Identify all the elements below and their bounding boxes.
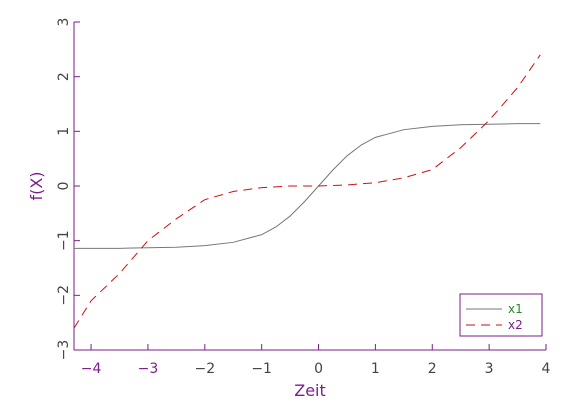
y-tick-label: 3 — [56, 18, 72, 27]
x-tick-label: 1 — [371, 361, 380, 377]
legend-label-x2: x2 — [508, 318, 523, 332]
x-tick-label: 4 — [542, 361, 551, 377]
series-line-x2 — [73, 54, 541, 329]
x-tick-label: 3 — [485, 361, 494, 377]
y-tick-label: 1 — [56, 127, 72, 136]
x-tick-label: 0 — [314, 361, 323, 377]
y-axis-title: f(X) — [27, 171, 46, 200]
y-axis: −3 −2 −1 0 1 2 3 — [56, 18, 80, 361]
x-axis: −4 −3 −2 −1 0 1 2 3 4 — [81, 344, 551, 377]
y-tick-label: 0 — [56, 182, 72, 191]
x-tick-label: −4 — [81, 361, 102, 377]
x-tick-label: −3 — [138, 361, 159, 377]
legend-box — [459, 293, 543, 337]
x-tick-label: −2 — [194, 361, 215, 377]
x-tick-label: 2 — [428, 361, 437, 377]
legend: x1 x2 — [459, 293, 543, 337]
x-tick-label: −1 — [251, 361, 272, 377]
x-axis-title: Zeit — [294, 381, 326, 400]
legend-label-x1: x1 — [508, 302, 523, 316]
y-tick-label: −2 — [56, 285, 72, 306]
y-tick-label: −3 — [56, 340, 72, 361]
series-line-x1 — [74, 123, 541, 249]
series-layer — [73, 54, 541, 329]
y-tick-label: 2 — [56, 72, 72, 81]
y-tick-label: −1 — [56, 230, 72, 251]
